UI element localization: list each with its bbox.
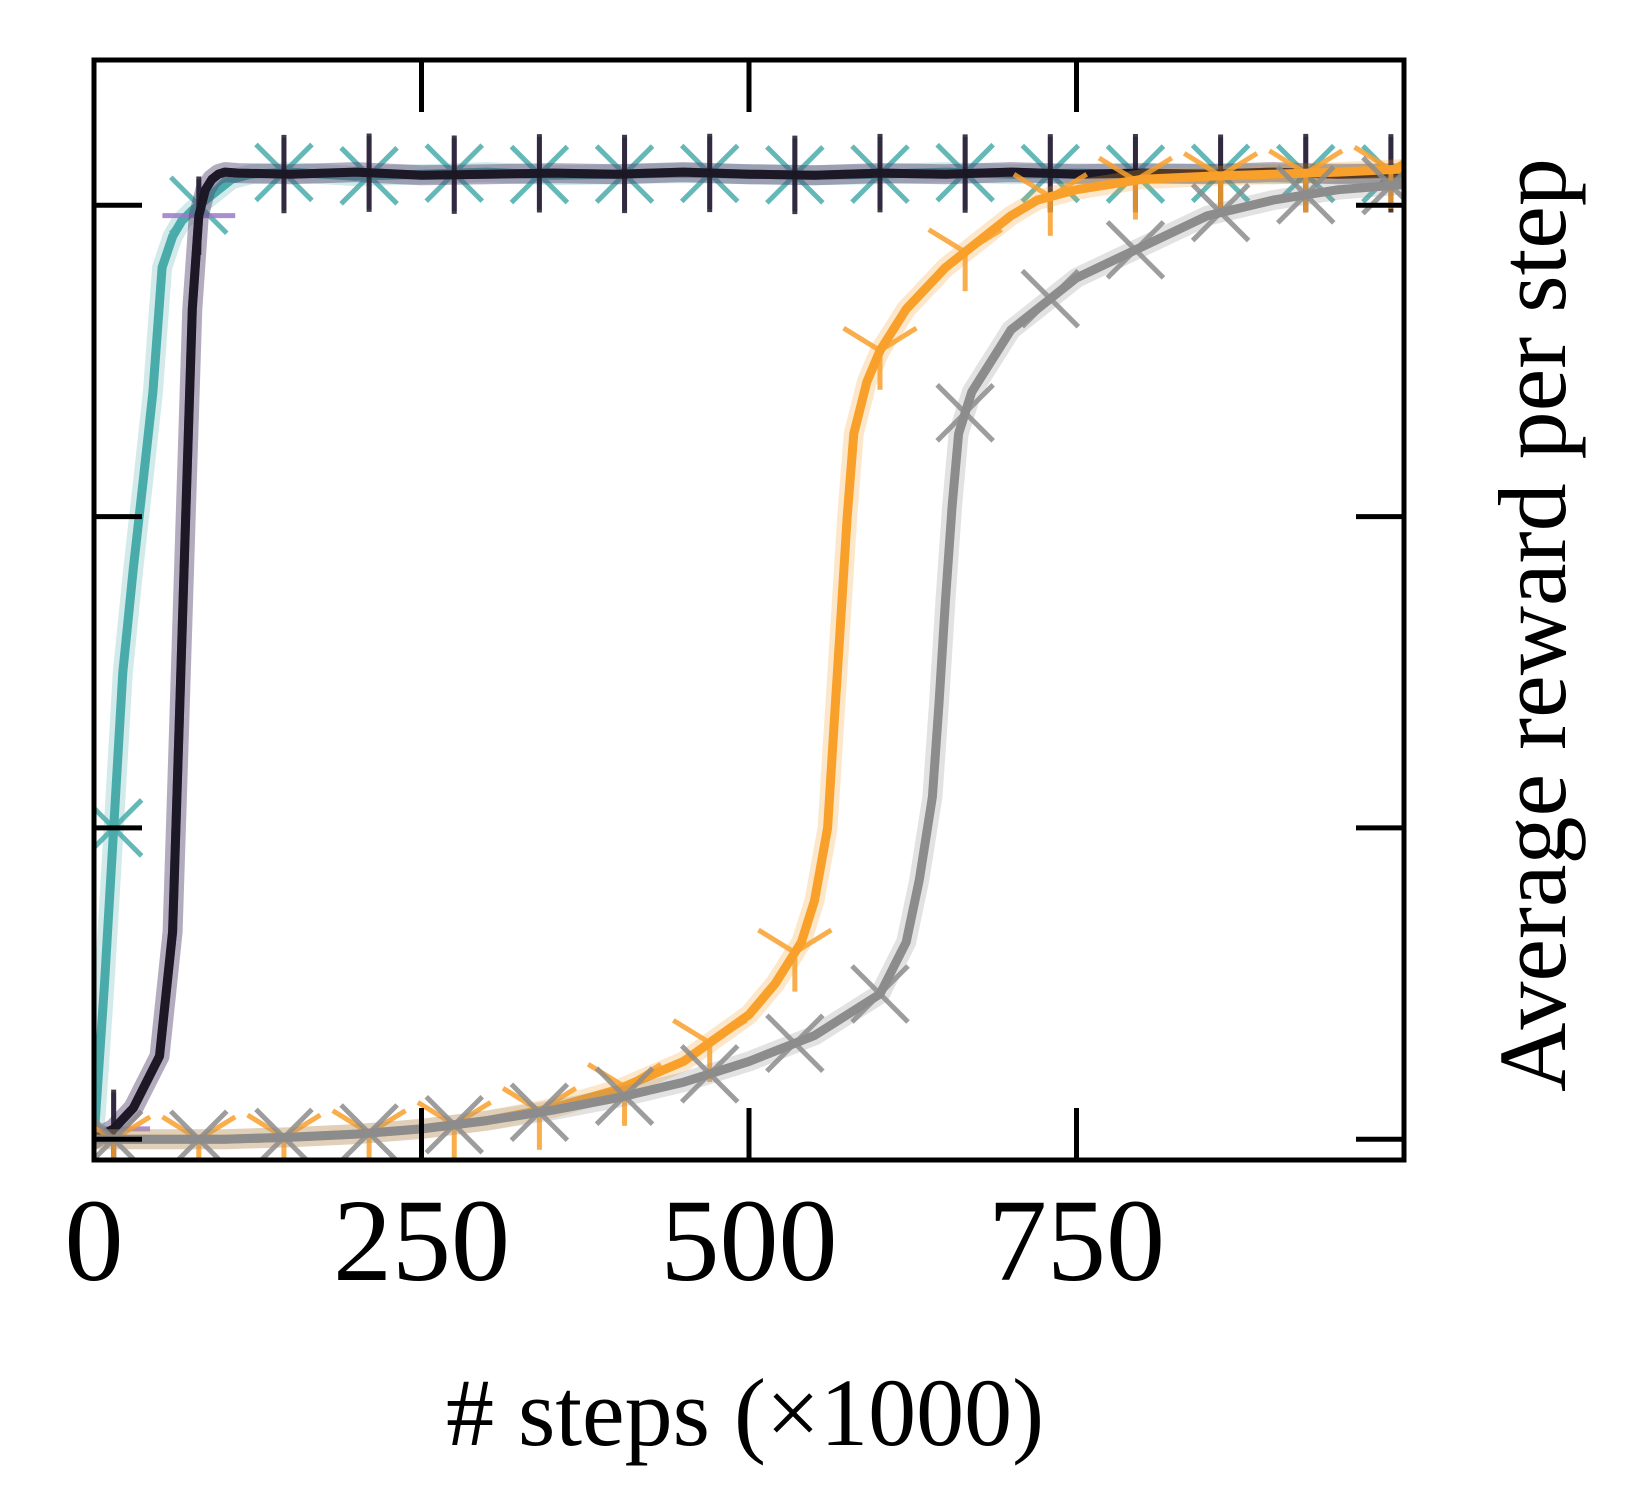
series-5-marker — [1190, 182, 1251, 243]
series-4-band — [94, 159, 1404, 1150]
series-5-band — [94, 174, 1404, 1150]
axes-layer: 0 250 500 750 — [65, 57, 1407, 1306]
x-tick-label: 750 — [988, 1175, 1165, 1306]
series-5-marker — [1020, 268, 1081, 329]
series-5-marker — [594, 1066, 655, 1126]
series-4-marker — [1012, 172, 1089, 236]
series-1-line — [94, 167, 1404, 1144]
series-4 — [94, 145, 1404, 1160]
series-2-line — [94, 167, 1404, 1144]
series-5-marker — [424, 1094, 485, 1155]
series-layer — [94, 133, 1404, 1160]
series-5-marker — [935, 383, 995, 443]
plot-area — [94, 133, 1404, 1160]
series-5-marker — [679, 1044, 740, 1104]
series-3 — [94, 133, 1404, 1160]
series-4-marker — [757, 927, 833, 992]
series-3-band — [94, 162, 1404, 1150]
y-axis-label: Average reward per step — [1479, 158, 1586, 1092]
series-5-marker — [1105, 220, 1166, 280]
series-5-marker — [1275, 165, 1336, 225]
series-4-marker — [927, 227, 1003, 292]
series-5-marker — [254, 1107, 314, 1160]
series-1-band — [94, 162, 1404, 1150]
series-4-marker — [1097, 155, 1174, 220]
series-3-line — [94, 167, 1404, 1144]
series-1 — [94, 142, 1404, 1150]
series-5-marker — [850, 964, 910, 1024]
x-tick-label: 0 — [65, 1175, 124, 1306]
series-4-marker — [842, 326, 918, 390]
x-tick-label: 250 — [333, 1175, 510, 1306]
x-tick-label: 500 — [661, 1175, 838, 1306]
series-5-marker — [765, 1013, 825, 1074]
series-5-marker — [339, 1103, 399, 1160]
series-4-line — [94, 164, 1404, 1144]
x-axis-label: # steps (×1000) — [446, 1359, 1044, 1466]
series-5-line — [94, 180, 1404, 1144]
series-2-band — [94, 162, 1404, 1150]
series-5-marker — [509, 1082, 570, 1143]
